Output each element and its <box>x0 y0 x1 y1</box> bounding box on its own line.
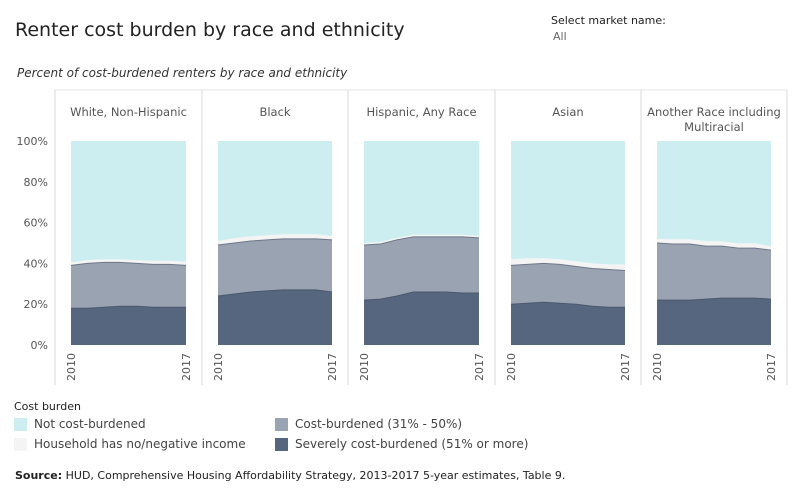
area-severely-cost-burdened <box>218 289 332 345</box>
legend-swatch <box>275 417 288 431</box>
legend-swatch <box>275 437 288 451</box>
area-not-cost-burdened <box>218 141 332 241</box>
severe-edge-line <box>217 289 333 297</box>
area-not-cost-burdened <box>364 141 479 243</box>
y-tick-label: 40% <box>24 257 48 270</box>
x-tick-label-start: 2010 <box>358 353 371 381</box>
y-tick-label: 0% <box>31 339 48 352</box>
x-tick-label-start: 2010 <box>505 353 518 381</box>
legend-label: Household has no/negative income <box>34 437 246 451</box>
x-tick-label-start: 2010 <box>651 353 664 381</box>
area-not-cost-burdened <box>657 141 771 247</box>
area-not-cost-burdened <box>511 141 625 265</box>
area-no-income <box>218 234 332 245</box>
x-tick-label-start: 2010 <box>212 353 225 381</box>
y-tick-label: 20% <box>24 298 48 311</box>
legend-label: Not cost-burdened <box>34 417 146 431</box>
area-cost-burdened <box>364 236 479 301</box>
area-severely-cost-burdened <box>511 302 625 345</box>
severe-edge-line <box>71 305 186 309</box>
area-severely-cost-burdened <box>364 292 479 345</box>
legend-item-cost-burdened[interactable]: Cost-burdened (31% - 50%) <box>275 417 462 431</box>
area-cost-burdened <box>218 238 332 296</box>
x-tick-label-end: 2017 <box>619 353 632 381</box>
panel-header-label: Asian <box>552 105 583 119</box>
x-tick-label-end: 2017 <box>180 353 193 381</box>
market-filter-dropdown[interactable]: All <box>553 30 567 43</box>
y-tick-label: 60% <box>24 217 48 230</box>
severe-edge-line <box>657 297 772 301</box>
chart-subtitle: Percent of cost-burdened renters by race… <box>17 66 348 80</box>
legend-item-severely-cost-burdened[interactable]: Severely cost-burdened (51% or more) <box>275 437 528 451</box>
panel-header-label: Another Race including <box>647 105 781 119</box>
legend-label: Cost-burdened (31% - 50%) <box>295 417 463 431</box>
area-no-income <box>511 258 625 271</box>
area-no-income <box>71 259 186 266</box>
x-tick-label-end: 2017 <box>765 353 778 381</box>
area-severely-cost-burdened <box>657 298 771 345</box>
legend-item-no-income[interactable]: Household has no/negative income <box>14 437 246 451</box>
area-cost-burdened <box>71 262 186 309</box>
legend-item-not-cost-burdened[interactable]: Not cost-burdened <box>14 417 146 431</box>
legend-title: Cost burden <box>14 400 81 413</box>
legend-label: Severely cost-burdened (51% or more) <box>295 437 529 451</box>
legend-swatch <box>14 437 27 451</box>
cost-burdened-edge-line <box>217 238 333 246</box>
cost-burdened-edge-line <box>70 261 187 266</box>
source-text: HUD, Comprehensive Housing Affordability… <box>62 469 566 482</box>
cost-burdened-edge-line <box>656 242 772 251</box>
severe-edge-line <box>510 301 625 308</box>
legend-swatch <box>14 417 27 431</box>
x-tick-label-end: 2017 <box>326 353 339 381</box>
area-cost-burdened <box>657 243 771 301</box>
market-filter-label: Select market name: <box>551 14 666 27</box>
panel-header-label: Multiracial <box>684 120 744 134</box>
source-note: Source: HUD, Comprehensive Housing Affor… <box>15 469 565 482</box>
area-cost-burdened <box>511 263 625 308</box>
panel-area-chart: 0% 20% 40% 60% 80% 100% White, Non-Hispanic 201… <box>17 89 788 385</box>
panel-header-label: White, Non-Hispanic <box>70 105 187 119</box>
x-tick-label-end: 2017 <box>473 353 486 381</box>
x-tick-label-start: 2010 <box>65 353 78 381</box>
chart-title: Renter cost burden by race and ethnicity <box>15 19 405 41</box>
severe-edge-line <box>363 291 479 301</box>
cost-burdened-edge-line <box>510 262 626 271</box>
cost-burdened-edge-line <box>363 236 480 246</box>
y-tick-label: 100% <box>17 135 48 148</box>
y-tick-label: 80% <box>24 176 48 189</box>
area-severely-cost-burdened <box>71 306 186 345</box>
area-not-cost-burdened <box>71 141 186 263</box>
panel-header-label: Black <box>259 105 290 119</box>
source-prefix: Source: <box>15 469 63 482</box>
area-no-income <box>657 238 771 251</box>
panel-header-label: Hispanic, Any Race <box>366 105 476 119</box>
